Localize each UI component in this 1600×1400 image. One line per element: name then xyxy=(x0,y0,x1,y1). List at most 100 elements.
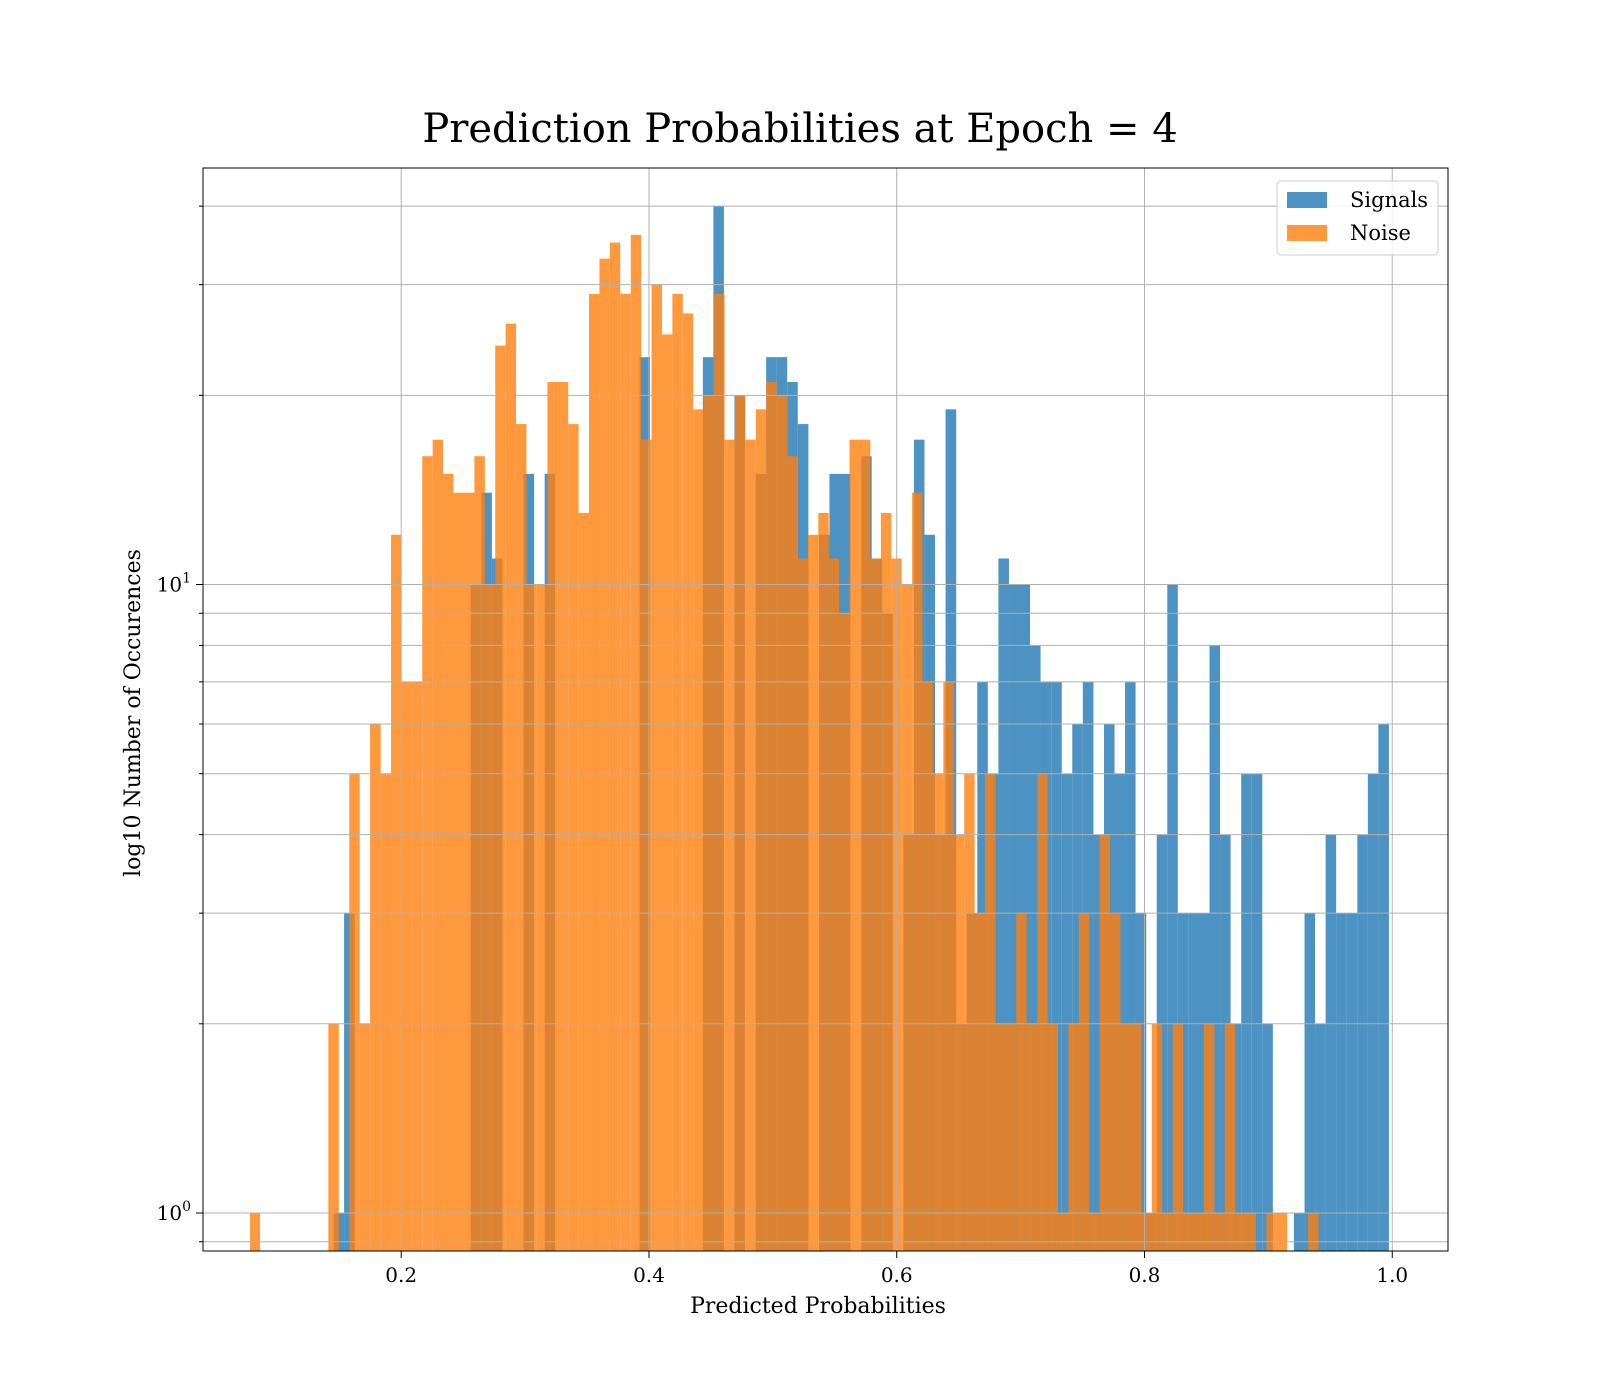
signals-bar xyxy=(1125,681,1136,1251)
signals-bar xyxy=(1325,834,1337,1251)
legend-label-signals: Signals xyxy=(1350,188,1428,212)
legend-swatch-noise xyxy=(1287,225,1327,241)
noise-bar xyxy=(974,913,986,1251)
series-noise xyxy=(250,234,1319,1251)
noise-bar xyxy=(526,584,537,1251)
x-tick-label: 1.0 xyxy=(1376,1263,1408,1287)
signals-bar xyxy=(1230,1023,1242,1251)
signals-bar xyxy=(1378,723,1389,1251)
noise-bar xyxy=(745,439,756,1251)
noise-bar xyxy=(912,492,923,1251)
y-tick-label: 100 xyxy=(157,1199,191,1225)
noise-bar xyxy=(484,584,496,1251)
noise-bar xyxy=(818,512,829,1251)
noise-bar xyxy=(1151,1023,1163,1251)
signals-bar xyxy=(1367,773,1379,1251)
chart-title: Prediction Probabilities at Epoch = 4 xyxy=(422,106,1177,152)
noise-bar xyxy=(1235,1212,1246,1251)
signals-bar xyxy=(1061,773,1073,1251)
legend: Signals Noise xyxy=(1276,180,1439,256)
noise-bar xyxy=(714,293,725,1251)
signals-bar xyxy=(1336,913,1347,1251)
signals-bar xyxy=(1030,645,1041,1251)
noise-bar xyxy=(1172,1023,1184,1251)
noise-bar xyxy=(547,382,558,1251)
noise-bar xyxy=(505,323,517,1251)
noise-bar xyxy=(1224,1023,1236,1251)
noise-bar xyxy=(1193,1212,1204,1251)
signals-bar xyxy=(1346,913,1358,1251)
noise-bar xyxy=(1141,1212,1152,1251)
noise-bar xyxy=(1203,1023,1215,1251)
noise-bar xyxy=(651,284,662,1251)
x-tick-label: 0.2 xyxy=(385,1263,417,1287)
noise-bar xyxy=(599,258,610,1251)
x-tick-label: 0.8 xyxy=(1129,1263,1161,1287)
y-tick-label: 101 xyxy=(157,571,191,597)
noise-bar xyxy=(474,456,485,1251)
noise-bar xyxy=(1110,913,1121,1251)
noise-bar xyxy=(724,439,735,1251)
noise-bar xyxy=(995,1023,1006,1251)
x-axis-ticks: 0.2 0.4 0.6 0.8 1.0 xyxy=(385,1251,1408,1287)
bars-group xyxy=(250,206,1389,1251)
noise-bar xyxy=(1266,1212,1277,1251)
noise-bar xyxy=(943,681,954,1251)
noise-bar xyxy=(964,773,975,1251)
noise-bar xyxy=(630,234,642,1251)
noise-bar xyxy=(1037,773,1048,1251)
noise-bar xyxy=(1099,834,1111,1251)
noise-bar xyxy=(932,773,944,1251)
signals-bar xyxy=(1008,584,1020,1251)
noise-bar xyxy=(370,723,381,1251)
legend-swatch-signals xyxy=(1287,192,1327,208)
noise-bar xyxy=(1308,1212,1319,1251)
noise-bar xyxy=(380,773,392,1251)
noise-bar xyxy=(828,558,840,1251)
noise-bar xyxy=(1089,1212,1100,1251)
signals-bar xyxy=(998,558,1009,1251)
noise-bar xyxy=(443,473,454,1251)
y-axis-label: log10 Number of Occurences xyxy=(121,549,146,877)
noise-bar xyxy=(786,456,798,1251)
noise-bar xyxy=(880,512,892,1251)
noise-bar xyxy=(464,492,475,1251)
noise-bar xyxy=(807,534,819,1251)
noise-bar xyxy=(516,424,527,1251)
noise-bar xyxy=(985,773,996,1251)
noise-bar xyxy=(1026,1023,1038,1251)
noise-bar xyxy=(693,409,704,1251)
signals-bar xyxy=(1293,1212,1305,1251)
noise-bar xyxy=(391,534,402,1251)
noise-bar xyxy=(453,492,465,1251)
noise-bar xyxy=(349,773,360,1251)
noise-bar xyxy=(870,558,881,1251)
legend-label-noise: Noise xyxy=(1350,221,1411,245)
noise-bar xyxy=(755,409,767,1251)
signals-bar xyxy=(1251,773,1263,1251)
noise-bar xyxy=(849,439,860,1251)
noise-bar xyxy=(401,681,412,1251)
noise-bar xyxy=(609,242,621,1251)
signals-bar xyxy=(1093,834,1104,1251)
noise-bar xyxy=(1245,1212,1256,1251)
signals-bar xyxy=(1167,584,1178,1251)
noise-bar xyxy=(859,439,871,1251)
x-tick-label: 0.6 xyxy=(881,1263,913,1287)
noise-bar xyxy=(766,382,777,1251)
noise-bar xyxy=(661,334,673,1251)
axes-frame xyxy=(202,167,1449,1252)
noise-bar xyxy=(432,439,444,1251)
noise-bar xyxy=(1016,913,1027,1251)
noise-bar xyxy=(1047,1023,1059,1251)
signals-bar xyxy=(1262,1023,1273,1251)
noise-bar xyxy=(557,382,569,1251)
noise-bar xyxy=(578,512,590,1251)
noise-bar xyxy=(1183,1212,1194,1251)
noise-bar xyxy=(797,558,808,1251)
signals-bar xyxy=(1051,681,1062,1251)
noise-bar xyxy=(703,395,715,1251)
noise-bar xyxy=(1276,1212,1288,1251)
noise-bar xyxy=(250,1212,260,1251)
